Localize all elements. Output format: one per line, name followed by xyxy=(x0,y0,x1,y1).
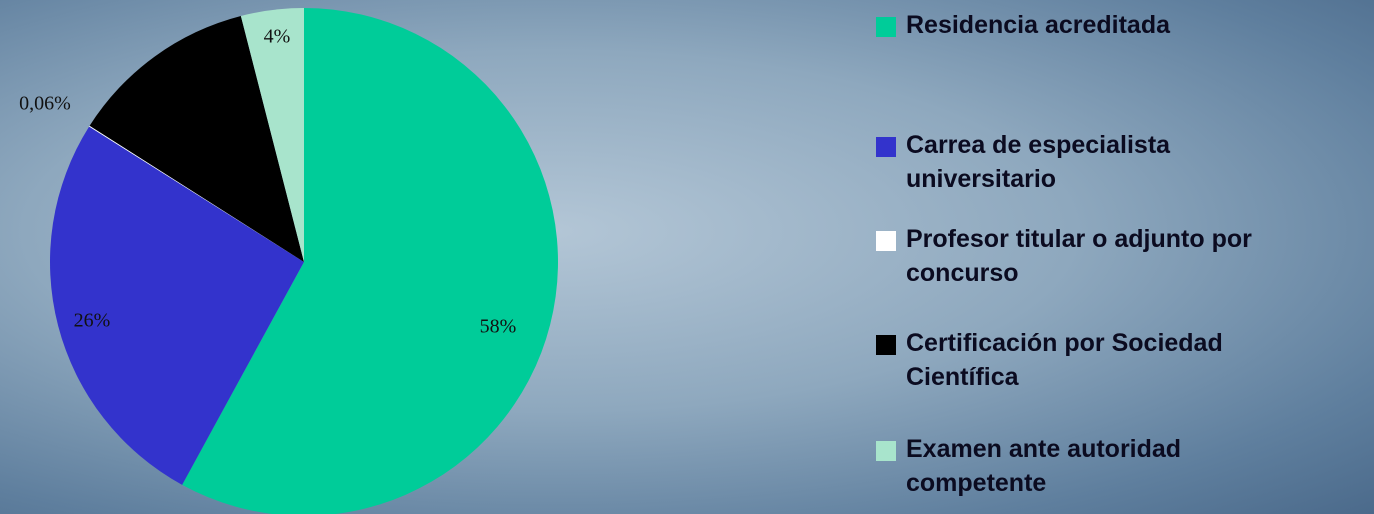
legend-item: Residencia acreditada xyxy=(876,8,1326,42)
legend-item: Carrea de especialista universitario xyxy=(876,128,1326,196)
data-label: 4% xyxy=(264,26,291,48)
legend-item: Examen ante autoridad competente xyxy=(876,432,1326,500)
legend-label: Profesor titular o adjunto por concurso xyxy=(906,225,1252,287)
legend-swatch xyxy=(876,231,896,251)
legend-label: Residencia acreditada xyxy=(906,11,1170,39)
data-label: 58% xyxy=(480,316,517,338)
data-label: 26% xyxy=(74,310,111,332)
legend-swatch xyxy=(876,441,896,461)
data-label: 0,06% xyxy=(19,93,71,115)
page: 58% 26% 0,06% 4% Residencia acreditada Carre… xyxy=(0,0,1374,514)
legend-swatch xyxy=(876,17,896,37)
legend-swatch xyxy=(876,335,896,355)
legend-label: Examen ante autoridad competente xyxy=(906,435,1181,497)
legend-swatch xyxy=(876,137,896,157)
legend-item: Profesor titular o adjunto por concurso xyxy=(876,222,1326,290)
legend-label: Carrea de especialista universitario xyxy=(906,131,1170,193)
legend-label: Certificación por Sociedad Científica xyxy=(906,329,1223,391)
legend-item: Certificación por Sociedad Científica xyxy=(876,326,1326,394)
